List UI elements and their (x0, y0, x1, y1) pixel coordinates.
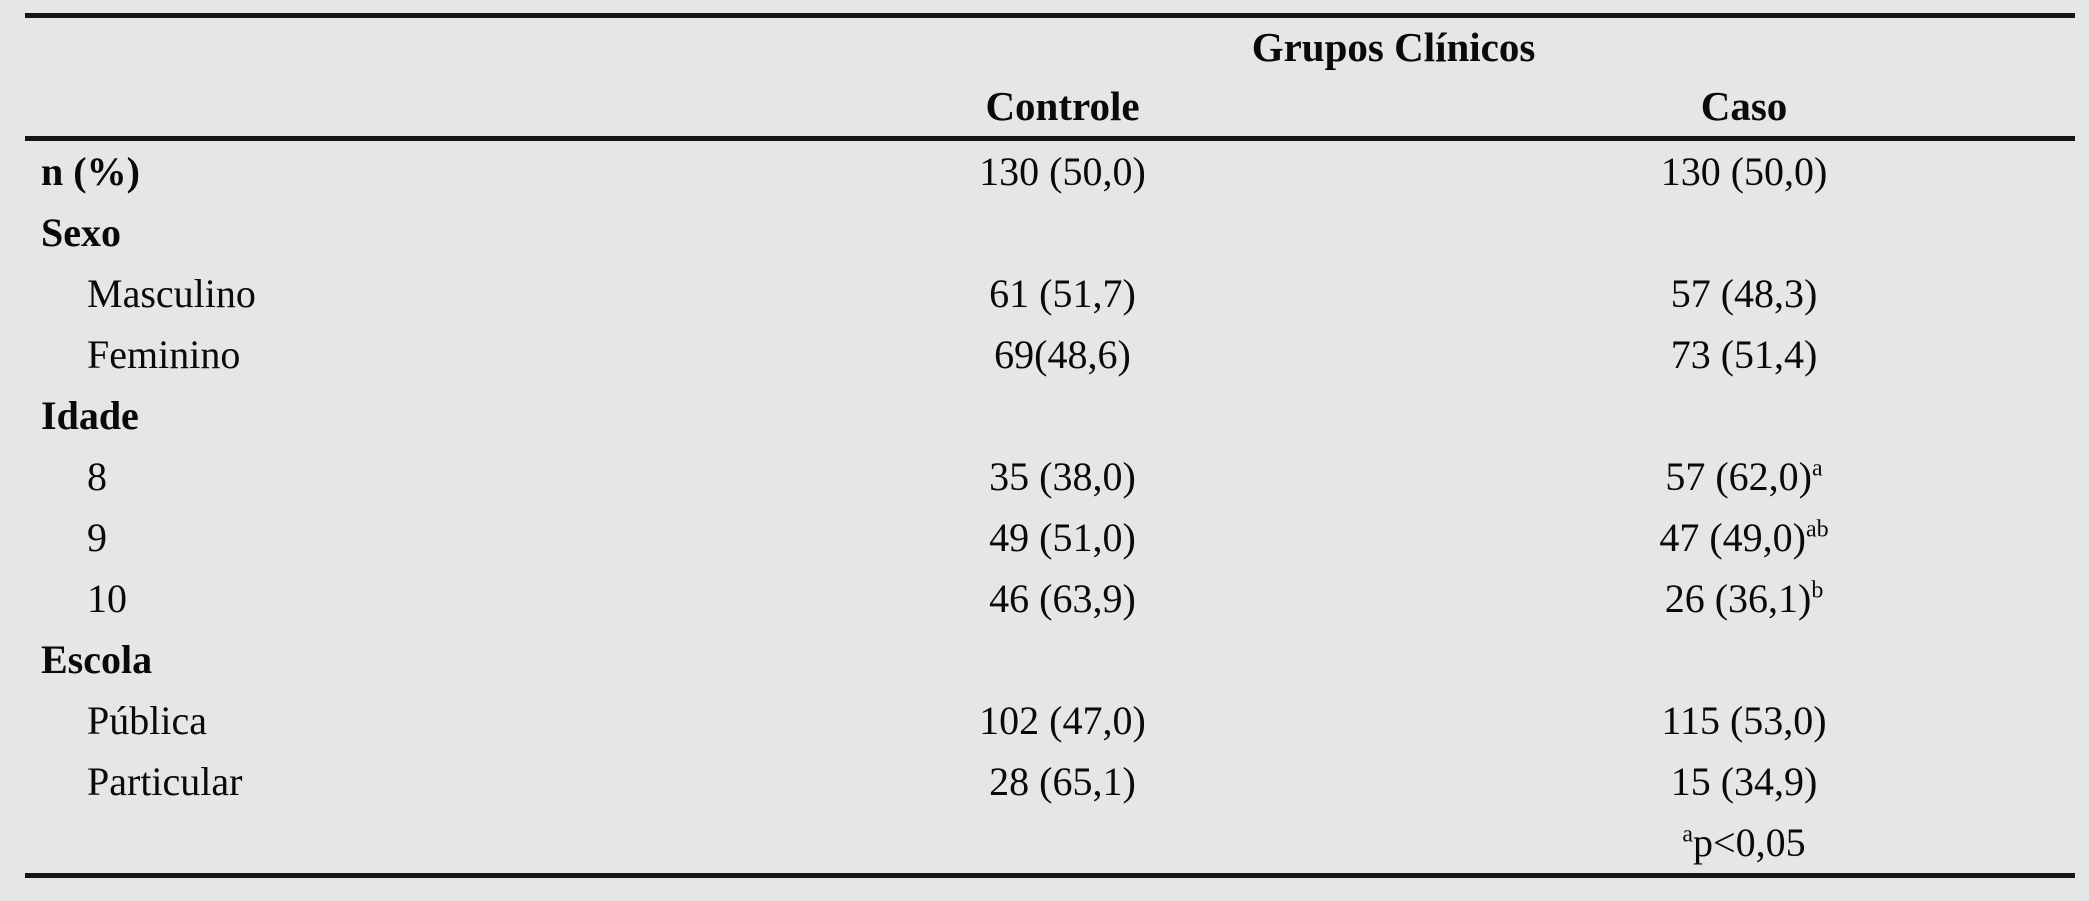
caso-value: 57 (62,0)a (1665, 453, 1823, 499)
clinical-groups-table: Grupos Clínicos Controle Caso n (%) 130 … (25, 13, 2076, 878)
caso-value: 57 (48,3) (1670, 270, 1818, 316)
controle-value: 130 (50,0) (979, 148, 1146, 194)
caso-value: 26 (36,1)b (1664, 575, 1824, 621)
controle-value: 28 (65,1) (989, 758, 1136, 804)
row-label: Particular (87, 758, 243, 804)
controle-value: 102 (47,0) (979, 697, 1146, 743)
caso-value: 130 (50,0) (1660, 148, 1828, 194)
table-row-sexo: Sexo (25, 202, 2075, 263)
table-row-idade-8: 8 35 (38,0) 57 (62,0)a (25, 446, 2075, 507)
controle-value: 35 (38,0) (989, 453, 1136, 499)
row-label: 9 (87, 514, 107, 560)
row-label: Pública (87, 697, 207, 743)
row-label: Feminino (87, 331, 241, 377)
column-header-caso: Caso (1413, 76, 2076, 141)
row-label: 10 (87, 575, 127, 621)
empty-header-cell (25, 76, 712, 141)
row-label: n (%) (41, 148, 140, 194)
table-row-idade: Idade (25, 385, 2075, 446)
caso-value (1413, 202, 2075, 263)
section-label: Sexo (41, 209, 121, 255)
empty-header-cell (25, 13, 712, 76)
empty-cell (712, 812, 1413, 878)
column-header-controle: Controle (712, 76, 1413, 141)
table-row-n: n (%) 130 (50,0) 130 (50,0) (25, 139, 2075, 203)
caso-value: 73 (51,4) (1670, 331, 1818, 377)
caso-value: 15 (34,9) (1670, 758, 1818, 804)
controle-value: 61 (51,7) (989, 270, 1136, 316)
controle-value (712, 202, 1413, 263)
footnote: ap<0,05 (1413, 812, 2076, 878)
section-label: Escola (41, 636, 153, 682)
table-row-idade-9: 9 49 (51,0) 47 (49,0)ab (25, 507, 2075, 568)
section-label: Idade (41, 392, 139, 438)
caso-value: 115 (53,0) (1661, 697, 1827, 743)
table-row-escola: Escola (25, 629, 2075, 690)
footnote-text: p<0,05 (1693, 819, 1806, 865)
controle-value: 49 (51,0) (989, 514, 1136, 560)
controle-value (712, 629, 1413, 690)
table-row-feminino: Feminino 69(48,6) 73 (51,4) (25, 324, 2075, 385)
controle-value (712, 385, 1413, 446)
row-label: Masculino (87, 270, 256, 316)
group-header: Grupos Clínicos (712, 13, 2076, 76)
table-row-publica: Pública 102 (47,0) 115 (53,0) (25, 690, 2075, 751)
empty-cell (25, 812, 712, 878)
caso-value (1413, 629, 2075, 690)
caso-value: 47 (49,0)ab (1659, 514, 1829, 560)
controle-value: 46 (63,9) (989, 575, 1136, 621)
group-header-row: Grupos Clínicos (25, 13, 2076, 76)
footnote-row: ap<0,05 (25, 812, 2076, 878)
table-row-masculino: Masculino 61 (51,7) 57 (48,3) (25, 263, 2075, 324)
table-row-particular: Particular 28 (65,1) 15 (34,9) (25, 751, 2075, 812)
superscript: b (1811, 577, 1824, 604)
superscript: a (1812, 455, 1823, 482)
controle-value: 69(48,6) (994, 331, 1131, 377)
caso-value (1413, 385, 2075, 446)
column-header-row: Controle Caso (25, 76, 2076, 141)
row-label: 8 (87, 453, 107, 499)
superscript: ab (1806, 516, 1829, 543)
table-row-idade-10: 10 46 (63,9) 26 (36,1)b (25, 568, 2075, 629)
footnote-superscript: a (1682, 821, 1694, 848)
